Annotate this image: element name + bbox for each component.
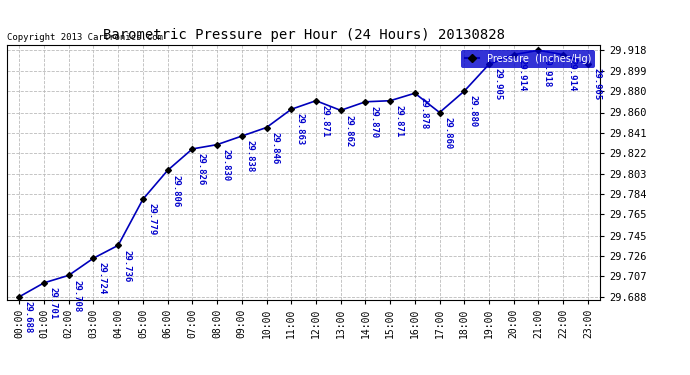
- Text: 29.846: 29.846: [270, 132, 279, 164]
- Text: 29.862: 29.862: [345, 114, 354, 147]
- Text: 29.860: 29.860: [444, 117, 453, 149]
- Title: Barometric Pressure per Hour (24 Hours) 20130828: Barometric Pressure per Hour (24 Hours) …: [103, 28, 504, 42]
- Text: 29.914: 29.914: [518, 59, 527, 91]
- Text: Copyright 2013 Cartronics.com: Copyright 2013 Cartronics.com: [7, 33, 163, 42]
- Text: 29.830: 29.830: [221, 149, 230, 181]
- Legend: Pressure  (Inches/Hg): Pressure (Inches/Hg): [461, 50, 595, 68]
- Text: 29.838: 29.838: [246, 140, 255, 172]
- Text: 29.878: 29.878: [419, 98, 428, 130]
- Text: 29.905: 29.905: [592, 69, 601, 101]
- Text: 29.918: 29.918: [542, 54, 551, 87]
- Text: 29.914: 29.914: [567, 59, 576, 91]
- Text: 29.826: 29.826: [197, 153, 206, 185]
- Text: 29.701: 29.701: [48, 287, 57, 319]
- Text: 29.688: 29.688: [23, 301, 32, 333]
- Text: 29.724: 29.724: [97, 262, 106, 295]
- Text: 29.905: 29.905: [493, 69, 502, 101]
- Text: 29.870: 29.870: [370, 106, 379, 138]
- Text: 29.708: 29.708: [73, 279, 82, 312]
- Text: 29.779: 29.779: [147, 204, 156, 236]
- Text: 29.806: 29.806: [172, 174, 181, 207]
- Text: 29.880: 29.880: [469, 95, 477, 128]
- Text: 29.736: 29.736: [122, 249, 131, 282]
- Text: 29.863: 29.863: [295, 114, 304, 146]
- Text: 29.871: 29.871: [394, 105, 403, 137]
- Text: 29.871: 29.871: [320, 105, 329, 137]
